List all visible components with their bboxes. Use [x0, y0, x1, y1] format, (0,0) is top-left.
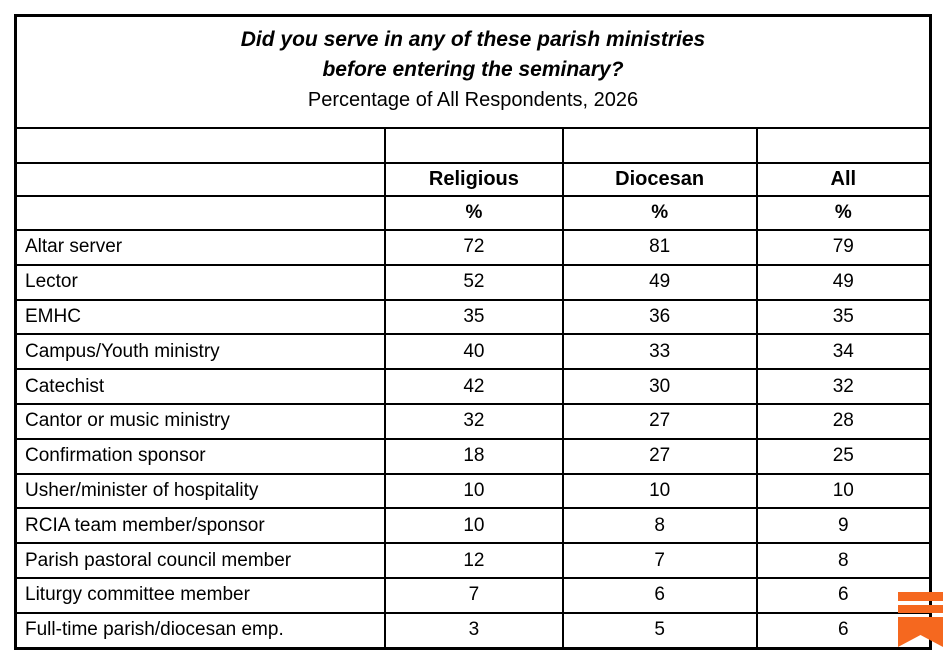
table-row-cantor-music-ministry: Cantor or music ministry 32 27 28 — [14, 402, 932, 440]
value-diocesan: 49 — [561, 263, 758, 301]
value-religious: 72 — [384, 229, 564, 266]
value-all: 25 — [755, 437, 932, 475]
brand-bookmark-logo — [898, 592, 943, 647]
table-row-campus-youth-ministry: Campus/Youth ministry 40 33 34 — [14, 333, 932, 371]
table-title: Did you serve in any of these parish min… — [17, 25, 929, 85]
spacer-cell — [755, 127, 932, 164]
value-diocesan: 7 — [561, 542, 758, 579]
unit-cell-diocesan: % — [561, 195, 758, 231]
row-label: Campus/Youth ministry — [14, 333, 387, 371]
value-all: 49 — [755, 263, 932, 301]
col-header-diocesan: Diocesan — [561, 162, 758, 197]
parish-ministries-table: Did you serve in any of these parish min… — [14, 14, 932, 650]
value-religious: 3 — [384, 611, 564, 650]
table-row-lector: Lector 52 49 49 — [14, 263, 932, 301]
column-header-row: Religious Diocesan All — [14, 162, 932, 197]
value-all: 9 — [755, 507, 932, 545]
row-label: Liturgy committee member — [14, 576, 387, 614]
table-row-fulltime-parish-employee: Full-time parish/diocesan emp. 3 5 6 — [14, 611, 932, 650]
title-line-2: before entering the seminary? — [322, 58, 624, 81]
value-all: 32 — [755, 368, 932, 405]
header-empty-cell — [14, 162, 387, 197]
value-religious: 10 — [384, 472, 564, 510]
table-row-emhc: EMHC 35 36 35 — [14, 298, 932, 336]
value-all: 35 — [755, 298, 932, 336]
unit-cell-all: % — [755, 195, 932, 231]
value-religious: 35 — [384, 298, 564, 336]
value-all: 79 — [755, 229, 932, 266]
table-title-cell: Did you serve in any of these parish min… — [14, 14, 932, 129]
value-diocesan: 27 — [561, 402, 758, 440]
row-label: EMHC — [14, 298, 387, 336]
row-label: Parish pastoral council member — [14, 542, 387, 579]
table-row-catechist: Catechist 42 30 32 — [14, 368, 932, 405]
spacer-cell — [561, 127, 758, 164]
value-religious: 7 — [384, 576, 564, 614]
value-diocesan: 6 — [561, 576, 758, 614]
unit-cell-religious: % — [384, 195, 564, 231]
table-row-rcia-team: RCIA team member/sponsor 10 8 9 — [14, 507, 932, 545]
col-header-all: All — [755, 162, 932, 197]
table-row-confirmation-sponsor: Confirmation sponsor 18 27 25 — [14, 437, 932, 475]
value-diocesan: 5 — [561, 611, 758, 650]
value-religious: 32 — [384, 402, 564, 440]
row-label: RCIA team member/sponsor — [14, 507, 387, 545]
value-religious: 18 — [384, 437, 564, 475]
spacer-cell — [14, 127, 387, 164]
value-diocesan: 27 — [561, 437, 758, 475]
value-all: 10 — [755, 472, 932, 510]
logo-stripe-icon — [898, 592, 943, 601]
value-diocesan: 8 — [561, 507, 758, 545]
row-label: Confirmation sponsor — [14, 437, 387, 475]
table-row-liturgy-committee: Liturgy committee member 7 6 6 — [14, 576, 932, 614]
value-diocesan: 33 — [561, 333, 758, 371]
spacer-row — [14, 127, 932, 164]
value-religious: 12 — [384, 542, 564, 579]
value-all: 28 — [755, 402, 932, 440]
title-row: Did you serve in any of these parish min… — [14, 14, 932, 129]
row-label: Usher/minister of hospitality — [14, 472, 387, 510]
value-diocesan: 36 — [561, 298, 758, 336]
value-religious: 52 — [384, 263, 564, 301]
unit-row: % % % — [14, 195, 932, 231]
unit-empty-cell — [14, 195, 387, 231]
row-label: Altar server — [14, 229, 387, 266]
value-diocesan: 10 — [561, 472, 758, 510]
row-label: Catechist — [14, 368, 387, 405]
bookmark-ribbon-icon — [898, 617, 943, 647]
value-religious: 40 — [384, 333, 564, 371]
table-row-parish-pastoral-council: Parish pastoral council member 12 7 8 — [14, 542, 932, 579]
row-label: Lector — [14, 263, 387, 301]
value-diocesan: 30 — [561, 368, 758, 405]
table-row-altar-server: Altar server 72 81 79 — [14, 229, 932, 266]
value-religious: 42 — [384, 368, 564, 405]
logo-stripe-icon — [898, 605, 943, 613]
col-header-religious: Religious — [384, 162, 564, 197]
table-row-usher-hospitality: Usher/minister of hospitality 10 10 10 — [14, 472, 932, 510]
row-label: Full-time parish/diocesan emp. — [14, 611, 387, 650]
table-subtitle: Percentage of All Respondents, 2026 — [307, 89, 639, 111]
row-label: Cantor or music ministry — [14, 402, 387, 440]
value-diocesan: 81 — [561, 229, 758, 266]
title-line-1: Did you serve in any of these parish min… — [240, 28, 706, 51]
spacer-cell — [384, 127, 564, 164]
value-all: 8 — [755, 542, 932, 579]
value-all: 34 — [755, 333, 932, 371]
value-religious: 10 — [384, 507, 564, 545]
